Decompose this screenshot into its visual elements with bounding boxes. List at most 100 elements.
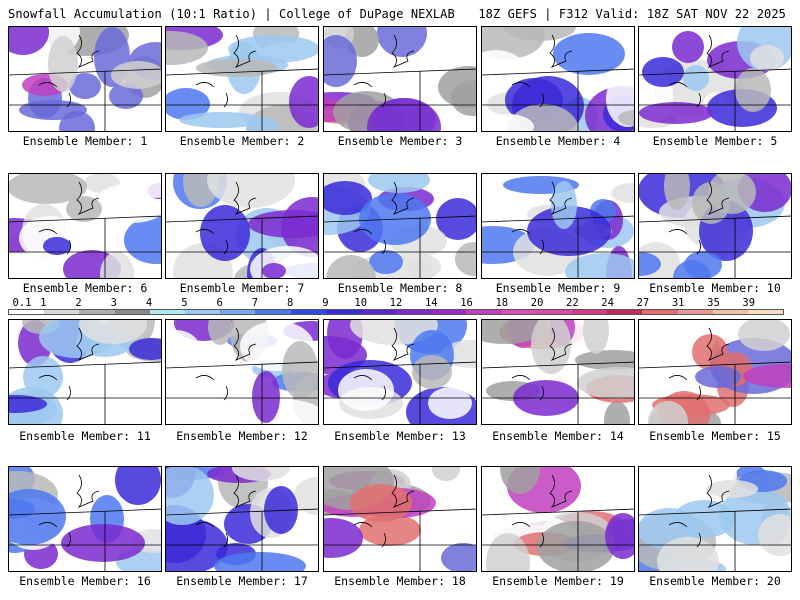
snowfall-area <box>179 112 265 128</box>
ensemble-member-label: Ensemble Member: 18 <box>334 574 466 588</box>
ensemble-map-panel <box>638 26 792 132</box>
legend-swatch <box>747 310 784 314</box>
snowfall-area <box>664 174 690 210</box>
ensemble-map-panel <box>638 466 792 572</box>
snowfall-area <box>79 320 147 344</box>
ensemble-map-panel <box>323 319 477 425</box>
coastline <box>549 327 573 361</box>
ensemble-member-label: Ensemble Member: 1 <box>22 134 148 148</box>
legend-swatch <box>114 310 150 314</box>
legend-tick-label: 7 <box>251 297 259 309</box>
legend-tick-label: 24 <box>601 297 614 309</box>
coastline <box>233 34 257 68</box>
state-border <box>9 68 161 76</box>
snowfall-area <box>43 237 71 255</box>
snowfall-area <box>504 27 576 41</box>
legend-tick-label: 2 <box>75 297 82 309</box>
legend-swatch <box>501 310 537 314</box>
legend-swatch <box>431 310 467 314</box>
snowfall-area <box>196 59 278 77</box>
state-border <box>166 361 318 369</box>
snowfall-area <box>684 251 722 278</box>
snowfall-map <box>9 320 161 424</box>
snowfall-area <box>59 111 95 131</box>
state-border <box>9 508 161 516</box>
snowfall-area <box>673 500 735 538</box>
state-border <box>9 361 161 369</box>
coastline <box>76 34 100 68</box>
snowfall-area <box>214 552 306 571</box>
legend-swatch <box>466 310 502 314</box>
ensemble-map-panel <box>481 173 635 279</box>
snowfall-area <box>9 174 87 204</box>
snowfall-area <box>166 330 200 368</box>
snowfall-area <box>505 412 575 424</box>
snowfall-map <box>639 174 791 278</box>
legend-swatch <box>255 310 291 314</box>
ensemble-member-label: Ensemble Member: 10 <box>649 281 781 295</box>
legend-tick-label: 14 <box>424 297 438 309</box>
ensemble-map-panel <box>323 26 477 132</box>
snowfall-area <box>482 50 526 92</box>
ensemble-member-label: Ensemble Member: 15 <box>649 429 781 443</box>
snowfall-map <box>639 320 791 424</box>
snowfall-area <box>642 57 684 87</box>
ensemble-member-label: Ensemble Member: 5 <box>652 134 778 148</box>
legend-swatch <box>9 310 45 314</box>
snowfall-map <box>324 467 476 571</box>
ensemble-member-label: Ensemble Member: 12 <box>176 429 308 443</box>
snowfall-area <box>604 401 630 424</box>
ensemble-member-label: Ensemble Member: 3 <box>337 134 463 148</box>
legend-swatch <box>572 310 608 314</box>
ensemble-member-label: Ensemble Member: 14 <box>492 429 624 443</box>
legend-swatch <box>325 310 361 314</box>
legend-swatch <box>44 310 80 314</box>
snowfall-area <box>605 513 634 559</box>
legend-swatch <box>149 310 185 314</box>
snowfall-area <box>500 467 540 494</box>
legend-tick-label: 31 <box>671 297 685 309</box>
snowfall-map <box>9 27 161 131</box>
snowfall-area <box>326 255 376 278</box>
ensemble-member-label: Ensemble Member: 2 <box>179 134 305 148</box>
river <box>511 82 544 108</box>
snowfall-area <box>618 110 634 126</box>
snowfall-area <box>9 489 66 545</box>
snowfall-area <box>482 114 534 131</box>
snowfall-map <box>639 467 791 571</box>
snowfall-area <box>207 174 295 208</box>
state-border <box>482 215 634 223</box>
snowfall-area <box>565 253 634 278</box>
snowfall-area <box>9 27 49 55</box>
river <box>668 522 701 548</box>
snowfall-area <box>735 68 771 112</box>
river <box>353 375 386 401</box>
snowfall-map <box>166 467 318 571</box>
snowfall-area <box>441 543 476 571</box>
snowfall-area <box>166 88 210 120</box>
snowfall-area <box>123 176 161 198</box>
snowfall-area <box>232 467 290 481</box>
snowfall-area <box>264 486 298 534</box>
river <box>511 229 544 255</box>
ensemble-member-label: Ensemble Member: 4 <box>495 134 621 148</box>
state-border <box>639 361 791 369</box>
ensemble-member-label: Ensemble Member: 11 <box>19 429 151 443</box>
snowfall-map <box>324 320 476 424</box>
snowfall-area <box>758 514 791 556</box>
snowfall-area <box>282 341 318 399</box>
ensemble-map-panel <box>638 319 792 425</box>
state-border <box>324 215 476 223</box>
legend-tick-label: 18 <box>495 297 509 309</box>
snowfall-area <box>367 98 441 131</box>
coastline <box>549 181 573 215</box>
ensemble-map-panel <box>8 26 162 132</box>
legend-swatch <box>677 310 713 314</box>
legend-tick-label: 4 <box>145 297 153 309</box>
snowfall-area <box>359 514 421 546</box>
coastline <box>391 181 415 215</box>
state-border <box>166 215 318 223</box>
snowfall-area <box>708 174 756 214</box>
coastline <box>233 327 257 361</box>
ensemble-map-panel <box>323 173 477 279</box>
